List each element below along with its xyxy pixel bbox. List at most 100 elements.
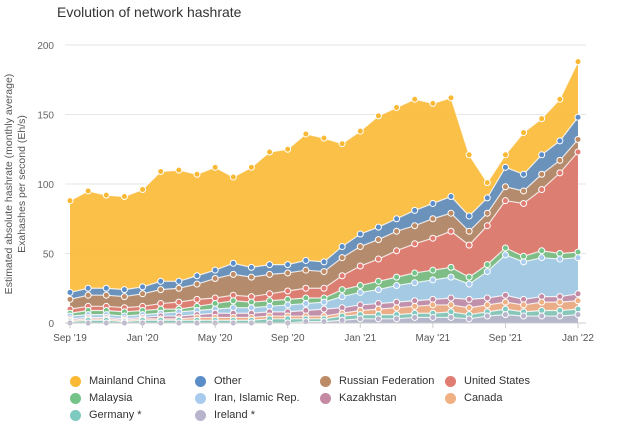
- data-point: [356, 288, 364, 296]
- x-tick-label: Jan '20: [127, 333, 159, 344]
- x-tick-label: Sep '21: [489, 333, 523, 344]
- legend-item-germany[interactable]: Germany *: [70, 407, 142, 423]
- data-point: [320, 268, 328, 276]
- legend-item-russian-federation[interactable]: Russian Federation: [320, 373, 434, 389]
- data-point: [411, 206, 419, 214]
- data-point: [374, 236, 382, 244]
- data-point: [84, 291, 92, 299]
- data-point: [302, 284, 310, 292]
- data-point: [447, 273, 455, 281]
- data-point: [120, 193, 128, 201]
- legend-item-malaysia[interactable]: Malaysia: [70, 390, 132, 406]
- data-point: [374, 315, 382, 323]
- data-point: [501, 183, 509, 191]
- data-point: [465, 280, 473, 288]
- data-point: [556, 298, 564, 306]
- markers-other: [66, 113, 582, 296]
- legend-label: Kazakhstan: [339, 392, 397, 404]
- data-point: [483, 268, 491, 276]
- data-point: [556, 255, 564, 263]
- data-point: [465, 241, 473, 249]
- data-point: [447, 94, 455, 102]
- data-point: [411, 95, 419, 103]
- markers-mainland-china: [66, 58, 582, 205]
- data-point: [374, 286, 382, 294]
- y-axis-label: Exahashes per second (Eh/s): [16, 115, 28, 253]
- data-point: [211, 266, 219, 274]
- data-point: [501, 151, 509, 159]
- markers-russian-federation: [66, 136, 582, 303]
- data-point: [501, 244, 509, 252]
- data-point: [338, 316, 346, 324]
- data-point: [393, 304, 401, 312]
- data-point: [338, 140, 346, 148]
- data-point: [574, 58, 582, 66]
- data-point: [429, 199, 437, 207]
- data-point: [556, 156, 564, 164]
- legend-swatch: [320, 392, 331, 404]
- data-point: [66, 295, 74, 303]
- data-point: [320, 318, 328, 326]
- data-point: [284, 301, 292, 309]
- data-point: [556, 312, 564, 320]
- data-point: [574, 113, 582, 121]
- y-tick-label: 50: [43, 250, 55, 261]
- legend-swatch: [70, 375, 81, 387]
- legend-item-canada[interactable]: Canada: [445, 390, 503, 406]
- data-point: [556, 137, 564, 145]
- x-tick-label: May '21: [416, 333, 451, 344]
- data-point: [139, 283, 147, 291]
- data-point: [538, 254, 546, 262]
- data-point: [538, 115, 546, 123]
- data-point: [320, 258, 328, 266]
- data-point: [302, 256, 310, 264]
- legend-swatch: [70, 409, 81, 421]
- data-point: [447, 313, 455, 321]
- data-point: [465, 212, 473, 220]
- data-point: [465, 227, 473, 235]
- chart-title: Evolution of network hashrate: [57, 4, 242, 20]
- data-point: [84, 187, 92, 195]
- data-point: [139, 290, 147, 298]
- data-point: [356, 315, 364, 323]
- data-point: [483, 194, 491, 202]
- data-point: [501, 298, 509, 306]
- data-point: [175, 166, 183, 174]
- data-point: [501, 251, 509, 259]
- data-point: [120, 286, 128, 294]
- legend-item-iran-islamic-rep[interactable]: Iran, Islamic Rep.: [195, 390, 300, 406]
- x-tick-label: Sep '19: [53, 333, 87, 344]
- data-point: [356, 281, 364, 289]
- data-point: [247, 163, 255, 171]
- legend-item-united-states[interactable]: United States: [445, 373, 530, 389]
- data-point: [483, 261, 491, 269]
- data-point: [211, 163, 219, 171]
- data-point: [520, 170, 528, 178]
- legend-item-ireland[interactable]: Ireland *: [195, 407, 255, 423]
- data-point: [520, 199, 528, 207]
- data-point: [229, 270, 237, 278]
- data-point: [374, 223, 382, 231]
- data-point: [338, 272, 346, 280]
- legend-swatch: [445, 392, 456, 404]
- legend-swatch: [445, 375, 456, 387]
- legend-item-other[interactable]: Other: [195, 373, 242, 389]
- y-tick-label: 200: [37, 41, 54, 52]
- data-point: [374, 255, 382, 263]
- data-point: [229, 259, 237, 267]
- data-point: [538, 247, 546, 255]
- data-point: [501, 197, 509, 205]
- data-point: [411, 222, 419, 230]
- data-point: [429, 215, 437, 223]
- data-point: [393, 315, 401, 323]
- legend-item-mainland-china[interactable]: Mainland China: [70, 373, 165, 389]
- data-point: [102, 284, 110, 292]
- data-point: [520, 258, 528, 266]
- legend-item-kazakhstan[interactable]: Kazakhstan: [320, 390, 396, 406]
- legend-label: Ireland *: [214, 409, 255, 421]
- data-point: [447, 263, 455, 271]
- data-point: [393, 215, 401, 223]
- data-point: [483, 222, 491, 230]
- data-point: [447, 294, 455, 302]
